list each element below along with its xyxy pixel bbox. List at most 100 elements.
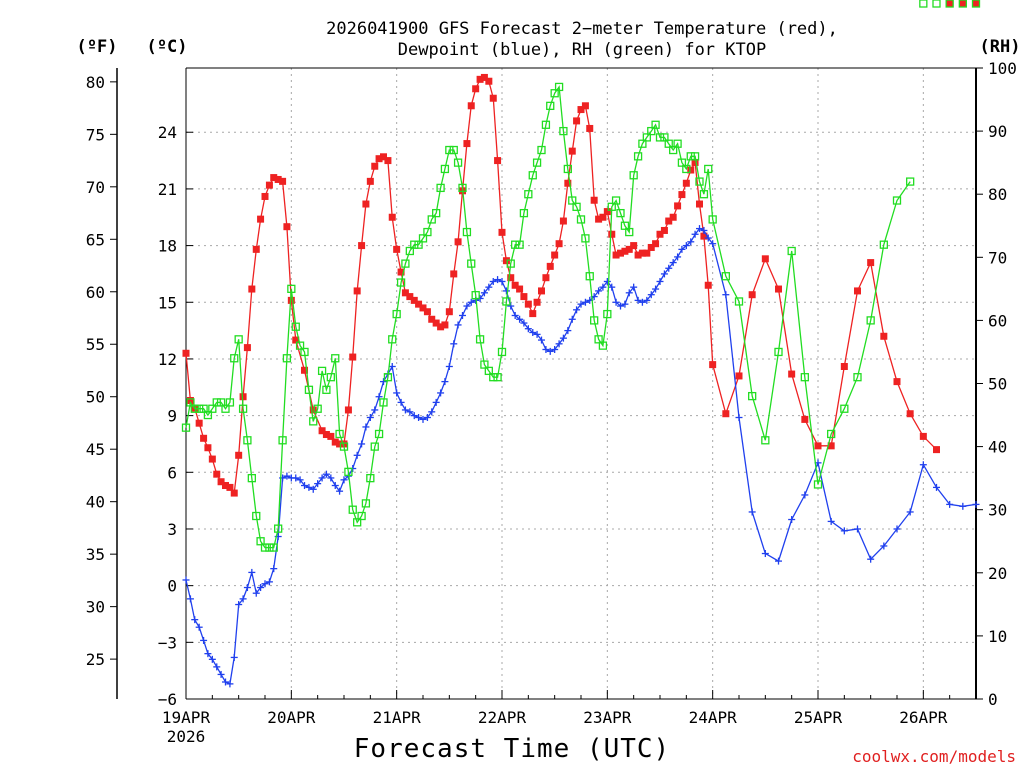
temperature-point	[353, 287, 361, 295]
dewpoint-point	[226, 680, 234, 688]
temperature-point	[612, 251, 620, 259]
dewpoint-point	[581, 298, 589, 306]
rh-point	[208, 404, 217, 413]
rh-point	[335, 429, 344, 439]
fahrenheit-tick-label: 80	[86, 73, 105, 92]
temperature-point	[704, 281, 712, 289]
celsius-unit-label: (ºC)	[147, 37, 188, 57]
rh-point	[243, 436, 252, 445]
dewpoint-point	[524, 325, 532, 333]
dewpoint-point	[608, 283, 616, 291]
dewpoint-point	[761, 550, 769, 558]
rh-tick-label: 100	[988, 59, 1017, 78]
x-axis-label: Forecast Time (UTC)	[354, 734, 670, 764]
rh-point	[216, 398, 226, 407]
dewpoint-point	[972, 500, 980, 508]
celsius-tick-label: 21	[158, 180, 177, 199]
temperature-point	[568, 147, 576, 155]
temperature-point	[344, 406, 352, 414]
x-tick-label: 24APR	[689, 708, 738, 727]
temperature-point	[309, 406, 317, 414]
dewpoint-point	[213, 663, 221, 671]
dewpoint-point	[410, 412, 418, 420]
temperature-point	[450, 270, 458, 278]
dewpoint-point	[577, 300, 585, 308]
dewpoint-point	[617, 302, 624, 310]
dewpoint-point	[665, 264, 673, 272]
temperature-point	[195, 419, 203, 427]
temperature-point	[279, 177, 287, 185]
dewpoint-point	[336, 487, 344, 495]
dewpoint-point	[401, 406, 409, 414]
x-tick-label: 23APR	[583, 708, 632, 727]
temperature-point	[933, 446, 940, 454]
rh-point	[866, 316, 875, 325]
dewpoint-point	[603, 277, 611, 285]
rh-point	[647, 126, 656, 136]
dewpoint-point	[388, 362, 396, 370]
rh-point	[971, 0, 981, 8]
rh-point	[721, 272, 730, 281]
temperature-point	[630, 242, 638, 250]
dewpoint-point	[568, 315, 576, 323]
dewpoint-point	[380, 378, 387, 386]
temperature-point	[371, 162, 379, 170]
celsius-tick-label: 0	[167, 577, 177, 596]
rh-point	[625, 227, 634, 237]
rh-point	[480, 360, 489, 369]
temperature-point	[735, 372, 743, 380]
temperature-point	[972, 0, 980, 7]
rh-tick-label: 10	[988, 627, 1007, 646]
rh-point	[515, 240, 524, 249]
dewpoint-point	[674, 253, 682, 261]
rh-point	[511, 240, 520, 249]
dewpoint-point	[182, 576, 190, 584]
temperature-point	[222, 482, 229, 490]
temperature-point	[331, 438, 339, 446]
dewpoint-point	[239, 595, 247, 603]
temperature-point	[529, 310, 537, 318]
rh-point	[392, 309, 401, 319]
dewpoint-point	[283, 472, 291, 480]
temperature-point	[498, 228, 506, 236]
dewpoint-point	[709, 240, 717, 248]
rh-point	[524, 190, 533, 199]
fahrenheit-tick-label: 60	[86, 283, 105, 302]
dewpoint-point	[301, 482, 308, 490]
fahrenheit-tick-label: 25	[86, 650, 105, 669]
dewpoint-point	[700, 226, 708, 234]
rh-point	[322, 385, 331, 394]
dewpoint-point	[630, 283, 638, 291]
rh-point	[278, 436, 287, 445]
rh-point	[699, 190, 709, 199]
rh-point	[541, 120, 551, 129]
x-tick-label: 25APR	[794, 708, 843, 727]
temperature-point	[696, 200, 703, 208]
dewpoint-point	[309, 485, 317, 493]
temperature-point	[336, 440, 344, 448]
rh-point	[594, 335, 603, 344]
temperature-point	[919, 432, 927, 440]
dewpoint-point	[485, 283, 493, 291]
temperature-point	[586, 124, 594, 132]
dewpoint-point	[222, 678, 229, 686]
dewpoint-point	[542, 345, 550, 353]
temperature-point	[445, 308, 453, 316]
dewpoint-point	[445, 362, 453, 370]
dewpoint-point	[191, 616, 199, 624]
celsius-tick-label: −6	[158, 690, 177, 709]
temperature-point	[551, 251, 559, 259]
rh-point	[445, 145, 454, 155]
dewpoint-point	[489, 277, 497, 285]
dewpoint-point	[454, 321, 462, 329]
dewpoint-point	[564, 327, 572, 335]
rh-point	[295, 341, 305, 350]
rh-point	[761, 436, 770, 445]
celsius-tick-label: −3	[158, 633, 177, 652]
dewpoint-point	[573, 306, 581, 314]
celsius-tick-label: 18	[158, 237, 177, 256]
x-tick-year-label: 2026	[167, 727, 206, 746]
temperature-point	[893, 378, 901, 386]
rh-point	[274, 524, 283, 533]
temperature-point	[454, 238, 462, 246]
